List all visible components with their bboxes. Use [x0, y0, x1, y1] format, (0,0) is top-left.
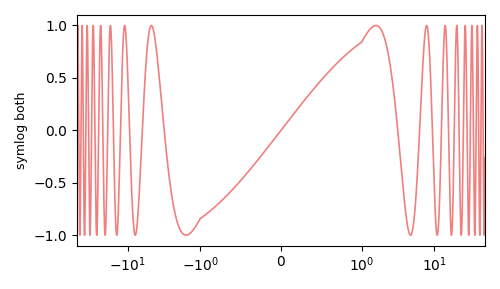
Y-axis label: symlog both: symlog both [15, 92, 28, 169]
